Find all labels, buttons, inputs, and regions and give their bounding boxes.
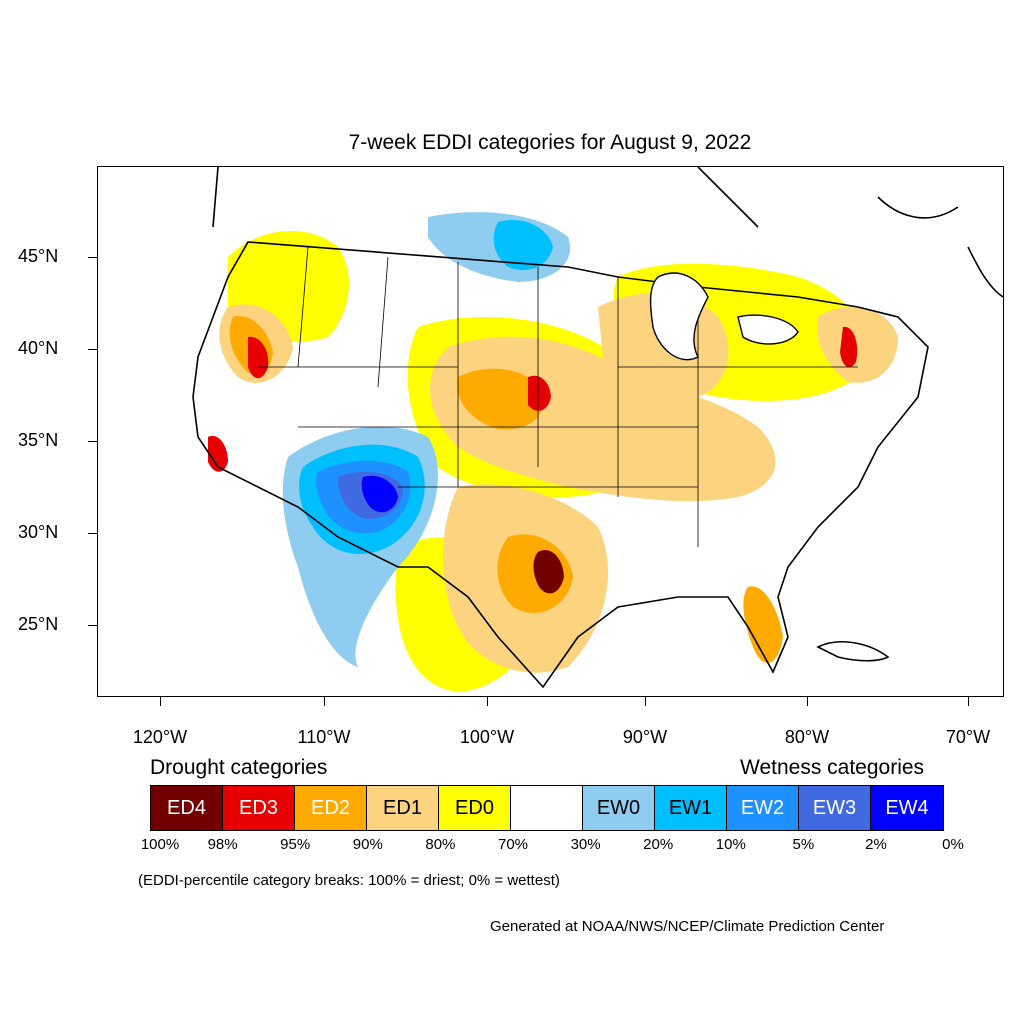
ew4-region-newmexico	[361, 475, 398, 513]
legend-swatch-ew2: EW2	[727, 786, 799, 830]
percentile-label: 100%	[140, 836, 180, 853]
ed1-region-northeast	[817, 306, 898, 383]
percentile-label: 80%	[425, 836, 456, 853]
category-legend: ED4 ED3 ED2 ED1 ED0 EW0 EW1 EW2 EW3 EW4	[150, 785, 944, 831]
lon-label-110: 110°W	[297, 727, 351, 747]
legend-swatch-ew4: EW4	[871, 786, 943, 830]
percentile-label: 90%	[352, 836, 383, 853]
percentile-label: 95%	[280, 836, 311, 853]
legend-swatch-ed0: ED0	[439, 786, 511, 830]
percentile-label: 5%	[792, 836, 815, 853]
lon-tick-100	[487, 697, 488, 706]
ed2-region-florida	[743, 586, 783, 664]
lat-tick-30	[88, 533, 97, 534]
lat-tick-25	[88, 625, 97, 626]
lat-tick-35	[88, 441, 97, 442]
percentile-label: 0%	[942, 836, 964, 853]
ed3-region-oregon	[248, 336, 269, 379]
lat-label-35: 35°N	[18, 430, 59, 450]
lat-label-45: 45°N	[18, 246, 59, 266]
credit-line: Generated at NOAA/NWS/NCEP/Climate Predi…	[490, 918, 885, 935]
legend-swatch-ed1: ED1	[367, 786, 439, 830]
lon-label-70: 70°W	[945, 727, 991, 747]
eddi-map	[192, 167, 1003, 692]
lat-tick-40	[88, 349, 97, 350]
drought-heading: Drought categories	[150, 756, 328, 779]
ed3-region-nebraska	[528, 375, 551, 411]
legend-swatch-ed3: ED3	[223, 786, 295, 830]
cuba-outline	[816, 641, 890, 662]
lon-tick-90	[645, 697, 646, 706]
ed3-region-california	[208, 435, 228, 472]
percentile-label: 10%	[715, 836, 746, 853]
lon-label-90: 90°W	[622, 727, 668, 747]
ed2-region-nebraska	[457, 368, 544, 430]
category-note: (EDDI-percentile category breaks: 100% =…	[138, 872, 560, 889]
us-outline	[192, 241, 929, 689]
lon-label-120: 120°W	[132, 727, 188, 747]
canada-outline	[212, 167, 1003, 298]
great-lakes	[649, 272, 799, 361]
lat-label-30: 30°N	[18, 522, 59, 542]
ed4-region-texas	[533, 549, 564, 594]
lon-tick-80	[807, 697, 808, 706]
lon-label-100: 100°W	[459, 727, 515, 747]
map-title: 7-week EDDI categories for August 9, 202…	[348, 131, 752, 154]
map-area	[97, 166, 1004, 697]
state-borders	[258, 246, 858, 547]
percentile-label: 30%	[570, 836, 601, 853]
lon-tick-70	[968, 697, 969, 706]
legend-swatch-ed4: ED4	[151, 786, 223, 830]
lon-label-80: 80°W	[784, 727, 830, 747]
wetness-heading: Wetness categories	[740, 756, 925, 779]
percentile-label: 70%	[497, 836, 529, 853]
lat-label-40: 40°N	[18, 338, 59, 358]
legend-swatch-neutral	[511, 786, 583, 830]
ew1-region-minnesota	[493, 219, 553, 271]
percentile-label: 20%	[643, 836, 674, 853]
lat-label-25: 25°N	[18, 614, 59, 634]
legend-swatch-ew3: EW3	[799, 786, 871, 830]
legend-swatch-ed2: ED2	[295, 786, 367, 830]
legend-swatch-ew0: EW0	[583, 786, 655, 830]
lon-tick-120	[160, 697, 161, 706]
ed3-region-newengland	[840, 326, 858, 368]
percentile-label: 2%	[865, 836, 887, 853]
lon-tick-110	[324, 697, 325, 706]
lat-tick-45	[88, 257, 97, 258]
legend-swatch-ew1: EW1	[655, 786, 727, 830]
percentile-label: 98%	[207, 836, 238, 853]
